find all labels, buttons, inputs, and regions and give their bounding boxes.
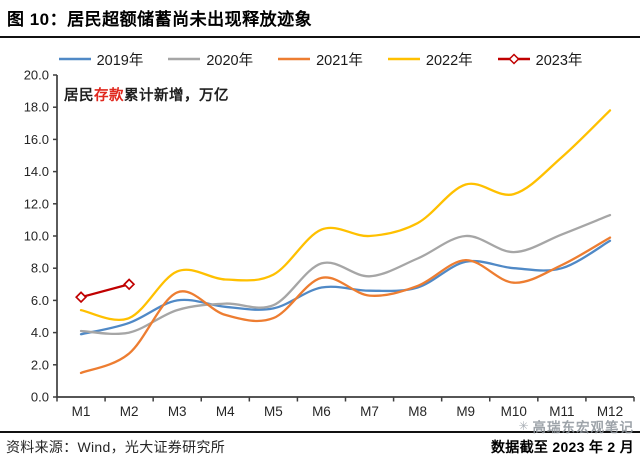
x-axis-label: M12 [597, 404, 623, 419]
legend-item-2019年: 2019年 [58, 49, 144, 70]
subtitle-suffix: 累计新增，万亿 [124, 88, 229, 104]
x-axis-label: M11 [549, 404, 574, 419]
y-axis-label: 8.0 [31, 261, 49, 276]
legend-item-2021年: 2021年 [277, 49, 363, 70]
watermark: ✳ 高瑞东宏观笔记 [518, 416, 634, 436]
y-axis-label: 14.0 [24, 164, 49, 179]
title-divider [0, 36, 640, 38]
legend-swatch-2023年 [497, 53, 530, 65]
x-axis-label: M5 [264, 404, 283, 419]
x-axis-label: M2 [120, 404, 139, 419]
chart-legend: 2019年 2020年 2021年 2022年 2023年 [0, 47, 640, 71]
subtitle-highlight: 存款 [94, 88, 124, 104]
legend-swatch-2021年 [278, 57, 311, 61]
series-marker-2023年 [123, 278, 136, 291]
chart-subtitle: 居民存款累计新增，万亿 [64, 84, 229, 105]
series-line-2019年 [79, 239, 612, 336]
y-axis-label: 10.0 [24, 229, 49, 244]
legend-item-2022年: 2022年 [387, 49, 473, 70]
series-line-2023年 [79, 283, 131, 299]
y-axis-label: 12.0 [24, 196, 49, 211]
legend-label: 2022年 [425, 52, 473, 69]
y-axis-label: 4.0 [31, 325, 49, 340]
legend-swatch-2019年 [58, 57, 91, 61]
figure-footer: 资料来源：Wind，光大证券研究所 数据截至 2023 年 2 月 [0, 436, 640, 458]
legend-label: 2021年 [316, 52, 363, 69]
series-marker-2023年 [75, 291, 88, 304]
legend-label: 2019年 [96, 52, 144, 69]
series-line-2020年 [79, 213, 612, 336]
y-axis-label: 0.0 [31, 390, 49, 405]
axis-lines [56, 75, 634, 398]
x-axis-label: M3 [168, 404, 187, 419]
x-axis-label: M9 [456, 404, 475, 419]
series-line-2021年 [79, 236, 612, 375]
legend-label: 2020年 [206, 52, 254, 69]
legend-item-2020年: 2020年 [167, 49, 253, 70]
data-cutoff-note: 数据截至 2023 年 2 月 [491, 439, 634, 455]
x-axis-label: M6 [312, 404, 331, 419]
y-axis-label: 18.0 [24, 100, 49, 115]
x-axis-label: M7 [360, 404, 379, 419]
footer-divider [0, 431, 640, 433]
subtitle-prefix: 居民 [64, 88, 94, 104]
legend-label: 2023年 [535, 52, 583, 69]
source-note: 资料来源：Wind，光大证券研究所 [6, 439, 225, 455]
legend-swatch-2020年 [168, 57, 201, 61]
flower-logo-icon: ✳ [518, 419, 530, 433]
y-axis-label: 16.0 [24, 132, 49, 147]
watermark-text: 高瑞东宏观笔记 [532, 420, 634, 435]
x-axis-label: M8 [408, 404, 427, 419]
y-axis-label: 6.0 [31, 293, 49, 308]
x-axis-label: M4 [216, 404, 235, 419]
y-axis-label: 2.0 [31, 357, 49, 372]
series-line-2022年 [79, 109, 612, 321]
legend-diamond-icon [508, 53, 520, 65]
x-axis-label: M1 [72, 404, 91, 419]
y-axis-label: 20.0 [24, 68, 49, 83]
x-axis-label: M10 [501, 404, 527, 419]
legend-swatch-2022年 [387, 57, 420, 61]
legend-item-2023年: 2023年 [497, 49, 583, 70]
figure-title: 图 10：居民超额储蓄尚未出现释放迹象 [7, 10, 313, 29]
